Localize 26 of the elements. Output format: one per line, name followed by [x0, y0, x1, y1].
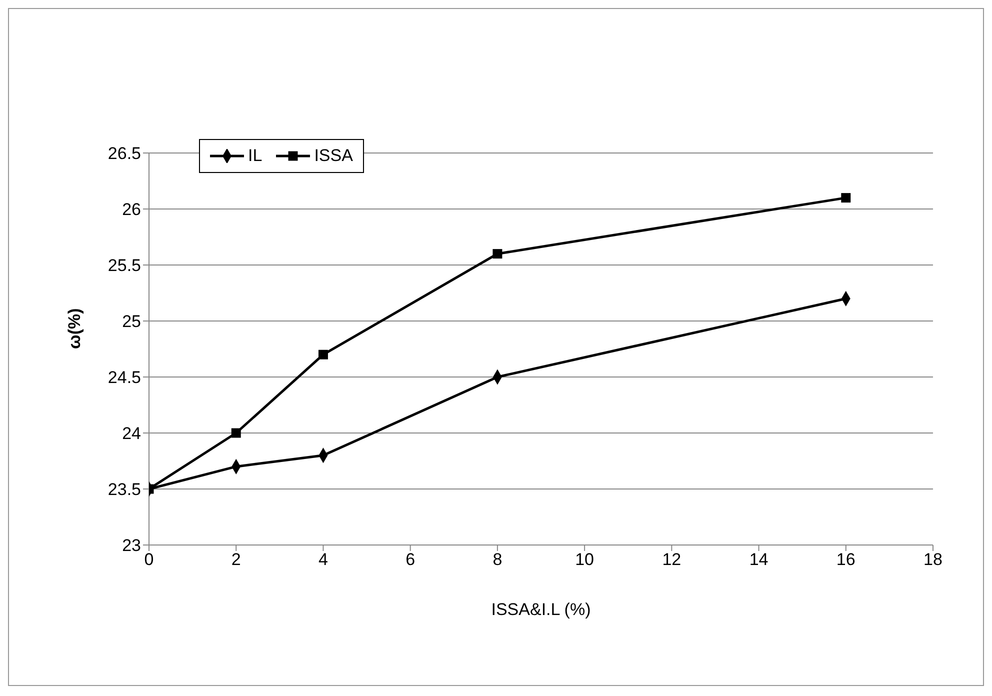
x-tick-label: 6 [406, 550, 416, 570]
point [492, 249, 502, 259]
point [318, 350, 328, 360]
y-axis-title: ω(%) [65, 308, 84, 349]
legend-label: IL [248, 146, 262, 166]
y-tick-label: 25 [122, 312, 141, 332]
x-tick-label: 2 [231, 550, 241, 570]
x-axis-title: ISSA&I.L (%) [491, 600, 591, 619]
point [841, 193, 851, 203]
y-tick-label: 26.5 [108, 144, 141, 164]
point [231, 428, 241, 438]
x-tick-label: 8 [492, 550, 502, 570]
x-tick-label: 10 [575, 550, 594, 570]
x-tick-label: 18 [924, 550, 942, 570]
x-tick-label: 4 [318, 550, 328, 570]
y-tick-label: 24.5 [108, 368, 141, 388]
y-tick-label: 26 [122, 200, 141, 220]
y-tick-label: 24 [122, 424, 141, 444]
x-tick-label: 0 [144, 550, 154, 570]
x-tick-label: 14 [749, 550, 768, 570]
y-tick-label: 23.5 [108, 480, 141, 500]
x-tick-label: 16 [836, 550, 856, 570]
legend-label: ISSA [314, 146, 353, 166]
y-tick-label: 23 [122, 536, 141, 556]
x-tick-label: 12 [662, 550, 682, 570]
y-tick-label: 25.5 [108, 256, 141, 276]
